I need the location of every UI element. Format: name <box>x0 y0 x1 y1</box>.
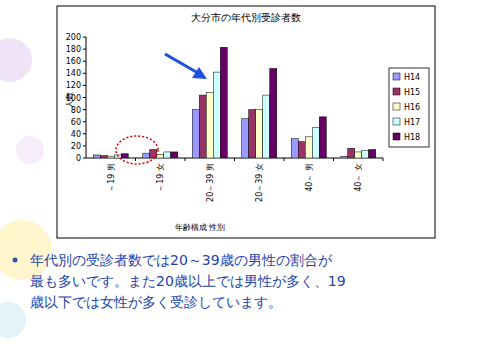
legend-swatch <box>393 73 400 80</box>
y-tick-label: 40 <box>71 130 81 139</box>
bar <box>270 68 277 158</box>
bar <box>249 110 256 158</box>
bar <box>242 119 249 158</box>
x-tick-label: ～19 女 <box>156 163 165 192</box>
y-tick <box>83 121 86 122</box>
bar <box>171 152 178 158</box>
annotation <box>116 54 207 164</box>
y-tick <box>83 145 86 146</box>
arrow-shaft <box>165 54 198 73</box>
y-tick-label: 180 <box>66 45 81 54</box>
y-tick-label: 60 <box>71 118 81 127</box>
bullet <box>13 258 18 263</box>
x-tick-label: 40～ 女 <box>354 163 363 192</box>
bar <box>100 156 107 158</box>
bar <box>256 110 263 158</box>
x-tick-label: 20～39 男 <box>206 163 215 202</box>
legend-label: H16 <box>404 103 420 112</box>
y-tick-label: 140 <box>66 69 81 78</box>
bars <box>93 47 376 158</box>
y-tick <box>83 73 86 74</box>
bar <box>312 128 319 158</box>
bar <box>305 137 312 158</box>
caption-line: 年代別の受診者数では20～39歳の男性の割合が <box>30 252 333 268</box>
bar <box>263 95 270 158</box>
decoration <box>0 38 52 338</box>
bar <box>107 156 114 158</box>
legend-swatch <box>393 88 400 95</box>
page: 大分市の年代別受診者数020406080100120140160180200人数… <box>0 0 480 360</box>
x-tick <box>383 158 384 161</box>
canvas: 大分市の年代別受診者数020406080100120140160180200人数… <box>0 0 480 360</box>
bar <box>362 151 369 158</box>
y-tick-label: 0 <box>76 154 81 163</box>
bar <box>192 110 199 158</box>
bubble <box>0 302 26 338</box>
y-tick-label: 160 <box>66 57 81 66</box>
y-tick <box>83 37 86 38</box>
y-tick <box>83 109 86 110</box>
y-tick <box>83 61 86 62</box>
bar <box>220 47 227 158</box>
x-tick-label: 40～ 男 <box>305 163 314 192</box>
x-tick <box>185 158 186 161</box>
x-label: 年齢構成 性別 <box>175 223 226 232</box>
title: 大分市の年代別受診者数 <box>191 12 301 23</box>
y-label: 人数 <box>65 92 74 108</box>
x-tick <box>284 158 285 161</box>
y-tick-label: 20 <box>71 142 81 151</box>
y-tick-label: 200 <box>66 33 81 42</box>
y-tick <box>83 97 86 98</box>
x-tick <box>135 158 136 161</box>
legend-label: H17 <box>404 118 420 127</box>
bar <box>206 93 213 158</box>
bar <box>199 95 206 158</box>
legend-label: H14 <box>404 73 420 82</box>
bar <box>164 152 171 158</box>
x-tick-label: ～19 男 <box>107 163 116 192</box>
bar <box>93 155 100 158</box>
legend: H14 H15 H16 H17 H18 <box>389 68 429 147</box>
x-tick <box>234 158 235 161</box>
bubble <box>0 38 32 82</box>
highlight-circle <box>116 136 158 164</box>
y-tick <box>83 158 86 159</box>
bar <box>213 72 220 158</box>
bar <box>150 150 157 158</box>
arrow-head <box>192 67 207 79</box>
bar <box>143 153 150 158</box>
bar <box>291 139 298 158</box>
chart-frame <box>57 6 435 238</box>
y-tick-label: 120 <box>66 81 81 90</box>
bar <box>121 154 128 158</box>
bar <box>355 152 362 158</box>
legend-swatch <box>393 118 400 125</box>
x-tick <box>333 158 334 161</box>
bar <box>341 156 348 158</box>
bar <box>298 142 305 158</box>
bar <box>157 154 164 158</box>
caption-line: 最も多いです。また20歳以上では男性が多く、19 <box>30 273 346 289</box>
caption-line: 歳以下では女性が多く受診しています。 <box>30 294 282 310</box>
legend-swatch <box>393 133 400 140</box>
bar <box>319 117 326 158</box>
bar <box>369 150 376 158</box>
y-tick <box>83 133 86 134</box>
legend-frame <box>389 68 429 147</box>
legend-swatch <box>393 103 400 110</box>
x-tick-label: 20～39 女 <box>255 163 264 202</box>
y-tick <box>83 49 86 50</box>
y-tick <box>83 85 86 86</box>
legend-label: H15 <box>404 88 420 97</box>
bar <box>348 148 355 158</box>
bubble <box>16 136 44 164</box>
bubble <box>0 220 52 280</box>
legend-label: H18 <box>404 133 420 142</box>
